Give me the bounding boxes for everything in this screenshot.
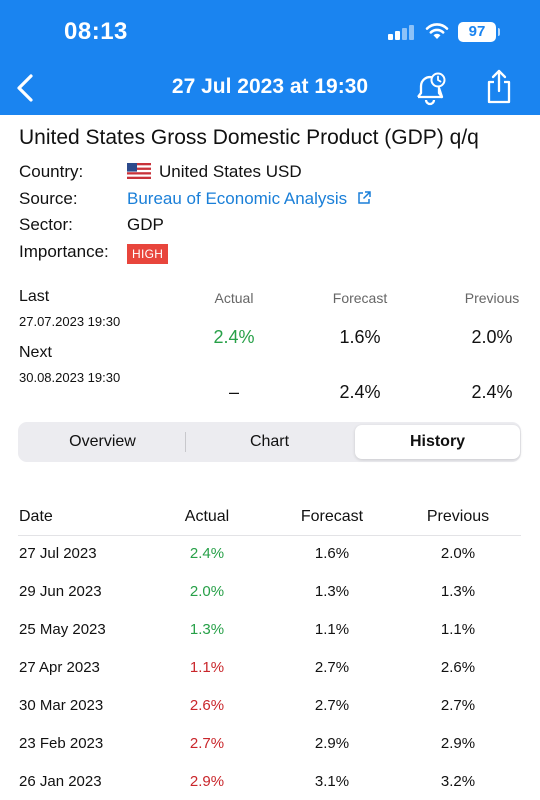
row-date: 23 Feb 2023 <box>19 735 104 752</box>
next-previous: 2.4% <box>471 382 513 402</box>
row-forecast: 2.7% <box>314 659 350 676</box>
row-previous: 1.3% <box>440 583 476 600</box>
table-row: 27 Apr 2023 1.1% 2.7% 2.6% <box>0 659 540 697</box>
us-flag-icon <box>127 163 151 179</box>
table-row: 27 Jul 2023 2.4% 1.6% 2.0% <box>0 545 540 583</box>
top-bar: 08:13 97 27 Jul 2023 at 19:30 <box>0 0 540 115</box>
row-forecast: 2.9% <box>314 735 350 752</box>
row-date: 27 Jul 2023 <box>19 545 97 562</box>
source-label: Source: <box>19 189 78 208</box>
row-previous: 1.1% <box>440 621 476 638</box>
wifi-icon <box>425 23 449 39</box>
table-row: 26 Jan 2023 2.9% 3.1% 3.2% <box>0 773 540 800</box>
summary-actual-header: Actual <box>214 290 254 306</box>
status-time: 08:13 <box>64 18 128 45</box>
country-value: United States USD <box>127 162 302 182</box>
row-forecast: 1.1% <box>314 621 350 638</box>
last-forecast: 1.6% <box>339 327 381 347</box>
row-previous: 2.0% <box>440 545 476 562</box>
share-icon[interactable] <box>482 68 516 106</box>
nav-title: 27 Jul 2023 at 19:30 <box>171 75 369 98</box>
row-forecast: 1.3% <box>314 583 350 600</box>
back-chevron-icon[interactable] <box>12 72 38 104</box>
row-date: 27 Apr 2023 <box>19 659 100 676</box>
row-actual: 1.3% <box>189 621 225 638</box>
row-date: 25 May 2023 <box>19 621 106 638</box>
row-previous: 3.2% <box>440 773 476 790</box>
row-actual: 2.4% <box>189 545 225 562</box>
summary-forecast-header: Forecast <box>332 290 388 306</box>
row-forecast: 3.1% <box>314 773 350 790</box>
country-text: United States USD <box>159 162 302 181</box>
summary-previous-header: Previous <box>464 290 520 306</box>
row-actual: 2.7% <box>189 735 225 752</box>
importance-label: Importance: <box>19 242 109 261</box>
next-date: 30.08.2023 19:30 <box>19 370 121 385</box>
last-date: 27.07.2023 19:30 <box>19 314 121 329</box>
tab-divider <box>185 432 186 452</box>
row-previous: 2.6% <box>440 659 476 676</box>
table-row: 25 May 2023 1.3% 1.1% 1.1% <box>0 621 540 659</box>
row-forecast: 1.6% <box>314 545 350 562</box>
header-forecast: Forecast <box>300 508 364 525</box>
tab-history[interactable]: History <box>355 425 520 459</box>
row-actual: 2.0% <box>189 583 225 600</box>
importance-badge: HIGH <box>127 244 169 264</box>
battery-indicator: 97 <box>458 22 500 42</box>
alert-bell-icon[interactable] <box>412 70 448 106</box>
status-bar: 08:13 97 <box>0 0 540 62</box>
country-label: Country: <box>19 162 84 181</box>
row-forecast: 2.7% <box>314 697 350 714</box>
event-title: United States Gross Domestic Product (GD… <box>19 126 479 149</box>
last-label: Last <box>19 288 50 305</box>
tab-overview[interactable]: Overview <box>69 433 136 450</box>
tab-chart[interactable]: Chart <box>249 433 290 450</box>
header-actual: Actual <box>184 508 230 525</box>
last-actual: 2.4% <box>213 327 255 347</box>
table-divider <box>18 535 521 536</box>
tab-segmented-control: Overview Chart History <box>18 422 521 462</box>
sector-value: GDP <box>127 215 164 234</box>
row-date: 30 Mar 2023 <box>19 697 104 714</box>
last-previous: 2.0% <box>471 327 513 347</box>
row-previous: 2.9% <box>440 735 476 752</box>
row-actual: 1.1% <box>189 659 225 676</box>
row-previous: 2.7% <box>440 697 476 714</box>
cellular-signal-icon <box>388 24 414 40</box>
sector-label: Sector: <box>19 215 73 234</box>
importance-value: HIGH <box>127 243 169 264</box>
nav-bar: 27 Jul 2023 at 19:30 <box>0 62 540 115</box>
next-actual: – <box>228 382 239 402</box>
row-date: 29 Jun 2023 <box>19 583 102 600</box>
next-label: Next <box>19 344 52 361</box>
table-row: 23 Feb 2023 2.7% 2.9% 2.9% <box>0 735 540 773</box>
next-forecast: 2.4% <box>339 382 381 402</box>
header-date: Date <box>19 508 53 525</box>
table-row: 29 Jun 2023 2.0% 1.3% 1.3% <box>0 583 540 621</box>
row-actual: 2.6% <box>189 697 225 714</box>
row-date: 26 Jan 2023 <box>19 773 102 790</box>
external-link-icon[interactable] <box>356 190 372 206</box>
header-previous: Previous <box>426 508 490 525</box>
table-row: 30 Mar 2023 2.6% 2.7% 2.7% <box>0 697 540 735</box>
source-link[interactable]: Bureau of Economic Analysis <box>127 189 372 209</box>
source-text[interactable]: Bureau of Economic Analysis <box>127 189 348 208</box>
history-table-header: Date Actual Forecast Previous <box>0 508 540 536</box>
row-actual: 2.9% <box>189 773 225 790</box>
